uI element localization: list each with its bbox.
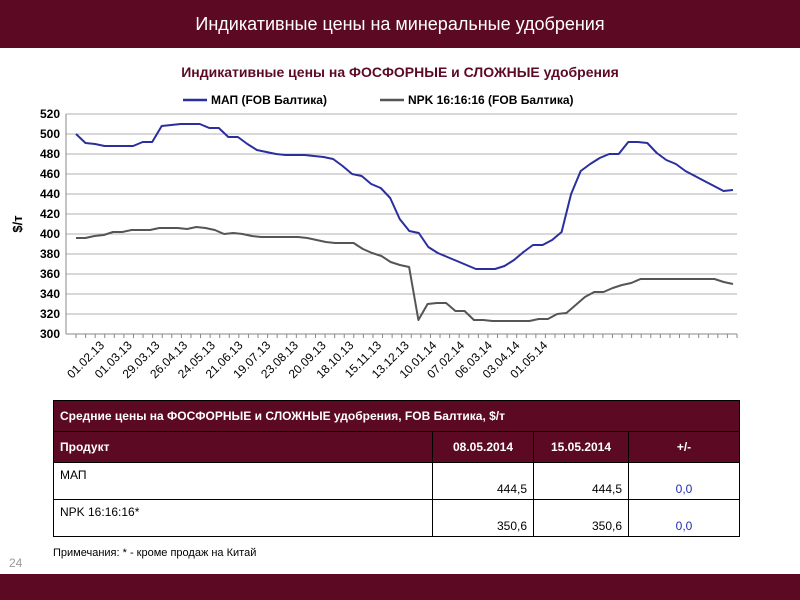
row-diff: 0,0 bbox=[628, 499, 740, 537]
row-product: МАП bbox=[53, 462, 433, 500]
table-header-row: Продукт 08.05.2014 15.05.2014 +/- bbox=[53, 431, 740, 463]
line-chart: МАП (FOB Балтика) NPK 16:16:16 (FOB Балти… bbox=[10, 93, 738, 381]
slide-title: Индикативные цены на минеральные удобрен… bbox=[195, 14, 605, 34]
row-value-1: 350,6 bbox=[432, 499, 534, 537]
price-table: Средние цены на ФОСФОРНЫЕ и СЛОЖНЫЕ удоб… bbox=[53, 400, 740, 537]
y-tick-label: 360 bbox=[40, 267, 60, 281]
table-caption-row: Средние цены на ФОСФОРНЫЕ и СЛОЖНЫЕ удоб… bbox=[53, 400, 740, 432]
footnote: Примечания: * - кроме продаж на Китай bbox=[53, 547, 257, 559]
legend-label: NPK 16:16:16 (FOB Балтика) bbox=[408, 93, 574, 107]
y-tick-label: 460 bbox=[40, 167, 60, 181]
y-tick-label: 320 bbox=[40, 307, 60, 321]
y-tick-label: 340 bbox=[40, 287, 60, 301]
header-product: Продукт bbox=[53, 431, 433, 463]
legend-label: МАП (FOB Балтика) bbox=[211, 93, 327, 107]
chart-title: Индикативные цены на ФОСФОРНЫЕ и СЛОЖНЫЕ… bbox=[181, 64, 619, 80]
footer-bar bbox=[0, 574, 800, 600]
page-number: 24 bbox=[9, 556, 23, 570]
table-caption: Средние цены на ФОСФОРНЫЕ и СЛОЖНЫЕ удоб… bbox=[53, 400, 740, 432]
row-value-2: 350,6 bbox=[533, 499, 629, 537]
y-tick-label: 400 bbox=[40, 227, 60, 241]
y-tick-label: 480 bbox=[40, 147, 60, 161]
title-bar bbox=[0, 0, 800, 48]
row-value-2: 444,5 bbox=[533, 462, 629, 500]
y-tick-label: 440 bbox=[40, 187, 60, 201]
series-line-map bbox=[75, 123, 734, 270]
y-axis-label: $/т bbox=[10, 215, 25, 232]
header-date-2: 15.05.2014 bbox=[533, 431, 629, 463]
row-product: NPK 16:16:16* bbox=[53, 499, 433, 537]
table-row: МАП 444,5 444,5 0,0 bbox=[53, 462, 740, 500]
y-tick-label: 380 bbox=[40, 247, 60, 261]
row-value-1: 444,5 bbox=[432, 462, 534, 500]
row-diff: 0,0 bbox=[628, 462, 740, 500]
y-tick-label: 520 bbox=[40, 107, 60, 121]
header-date-1: 08.05.2014 bbox=[432, 431, 534, 463]
y-tick-label: 500 bbox=[40, 127, 60, 141]
y-tick-label: 420 bbox=[40, 207, 60, 221]
series-line-npk bbox=[76, 226, 734, 322]
table-row: NPK 16:16:16* 350,6 350,6 0,0 bbox=[53, 499, 740, 537]
y-tick-label: 300 bbox=[40, 327, 60, 341]
header-diff: +/- bbox=[628, 431, 740, 463]
